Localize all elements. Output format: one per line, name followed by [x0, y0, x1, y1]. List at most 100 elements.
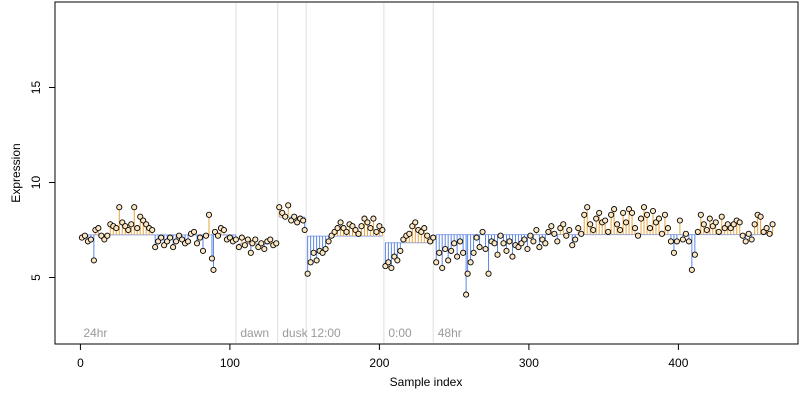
data-point: [536, 244, 543, 251]
data-point: [90, 257, 97, 264]
data-point: [442, 245, 449, 253]
data-point: [460, 249, 467, 256]
data-point: [646, 225, 654, 232]
y-axis: 5 10 15: [29, 81, 56, 281]
data-point: [631, 225, 639, 232]
data-point: [566, 226, 573, 234]
data-point: [617, 226, 624, 234]
data-point: [394, 257, 401, 264]
data-point: [551, 230, 558, 237]
data-point: [569, 242, 576, 249]
data-point: [406, 230, 413, 237]
data-point: [379, 226, 386, 234]
data-point: [572, 236, 579, 243]
data-point: [128, 221, 135, 228]
data-point: [694, 228, 701, 235]
data-point: [367, 225, 374, 232]
data-point: [506, 238, 513, 245]
data-point: [252, 236, 259, 243]
data-point: [261, 245, 268, 253]
data-point: [313, 257, 320, 264]
data-point: [185, 238, 192, 245]
segment-label: 0:00: [388, 326, 412, 340]
data-point: [500, 240, 507, 247]
data-point: [542, 240, 549, 247]
data-point: [300, 217, 307, 224]
data-point: [125, 226, 132, 234]
data-point: [623, 219, 630, 226]
data-point: [310, 249, 317, 256]
data-point: [697, 211, 704, 218]
data-point: [202, 232, 210, 239]
data-point: [718, 213, 725, 220]
data-point: [545, 228, 552, 235]
data-point: [205, 211, 213, 218]
data-point: [152, 244, 159, 251]
x-tick-label: 400: [668, 356, 688, 370]
data-points: [78, 202, 776, 298]
data-point: [676, 217, 683, 224]
segment-label: 48hr: [438, 326, 462, 340]
data-point: [325, 238, 332, 245]
deviation-stems: [81, 205, 774, 295]
data-point: [560, 221, 567, 228]
data-point: [563, 232, 570, 239]
data-point: [337, 219, 344, 226]
data-point: [661, 211, 668, 218]
data-point: [703, 226, 710, 234]
data-point: [706, 215, 713, 222]
data-point: [307, 259, 314, 266]
data-point: [521, 236, 528, 243]
y-axis-label: Expression: [9, 143, 23, 202]
data-point: [700, 221, 707, 228]
x-tick-label: 100: [220, 356, 240, 370]
data-point: [358, 223, 365, 230]
data-point: [673, 238, 680, 245]
data-point: [494, 251, 501, 258]
data-point: [670, 249, 677, 256]
data-point: [736, 219, 743, 226]
data-point: [193, 240, 201, 247]
data-point: [658, 230, 666, 237]
data-point: [385, 259, 392, 266]
data-point: [649, 207, 657, 215]
data-point: [581, 211, 588, 218]
data-point: [578, 230, 585, 237]
data-point: [370, 215, 377, 222]
data-point: [473, 234, 480, 241]
data-point: [421, 225, 428, 232]
data-point: [214, 232, 222, 239]
data-point: [116, 204, 123, 211]
data-point: [451, 240, 458, 247]
data-point: [643, 211, 651, 218]
data-point: [766, 230, 773, 237]
data-point: [190, 228, 198, 235]
data-point: [640, 204, 648, 211]
data-point: [667, 238, 674, 245]
data-point: [554, 238, 561, 245]
x-axis-label: Sample index: [390, 375, 463, 389]
data-point: [232, 236, 239, 243]
data-point: [199, 247, 207, 254]
data-point: [655, 215, 663, 222]
segment-labels: 24hr dawn dusk 12:00 0:00 48hr: [83, 326, 461, 340]
data-point: [267, 236, 274, 243]
data-point: [748, 236, 755, 243]
y-tick-label: 5: [29, 274, 43, 281]
data-point: [81, 232, 88, 239]
data-point: [596, 209, 603, 216]
data-point: [258, 240, 265, 247]
data-point: [436, 249, 443, 256]
data-point: [745, 230, 752, 237]
plot-frame: [54, 1, 799, 345]
data-point: [364, 219, 371, 226]
data-point: [763, 225, 770, 232]
data-point: [503, 247, 510, 254]
data-point: [637, 215, 645, 222]
data-point: [457, 238, 464, 245]
data-point: [170, 244, 177, 251]
data-point: [448, 247, 455, 254]
data-point: [167, 234, 174, 241]
data-point: [527, 232, 534, 239]
